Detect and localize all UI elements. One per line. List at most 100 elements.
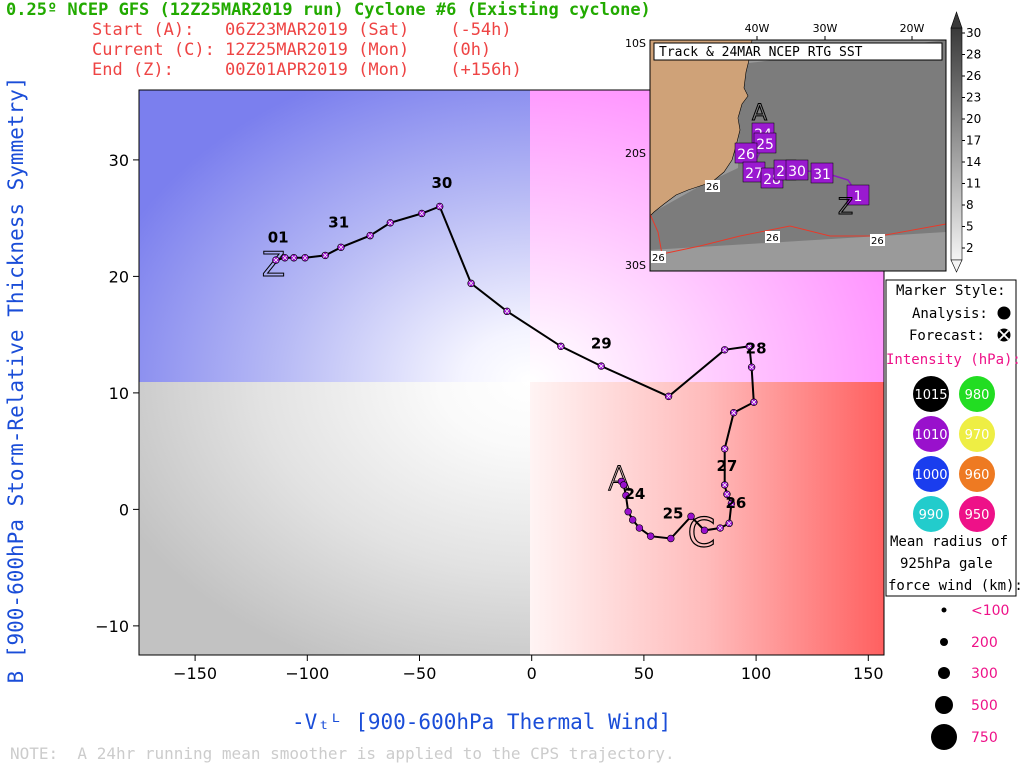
end-marker: Z [262,245,285,285]
inset-day-box: 26 [734,142,758,164]
inset-map: 24252627282930311 A Z Track & 24MAR NCEP… [625,11,981,273]
inset-day-box: 30 [785,159,809,181]
trajectory: AZC242526272829303101 [261,174,767,557]
forecast-cross [437,204,442,209]
inset-frame [649,39,947,272]
y-tick-label: 30 [109,151,129,170]
quadrant-sym-warm [530,382,884,655]
forecast-cross [291,255,297,261]
forecast-label: Forecast: [909,328,985,344]
forecast-cross [419,211,425,216]
inset-end-marker: Z [838,195,853,220]
y-tick-label: −10 [95,617,129,636]
intensity-swatch [959,416,995,452]
forecast-cross [322,253,328,258]
inset-sst-26-contour [649,213,947,255]
marker-style-title: Marker Style: [896,283,1006,299]
smoother-note: NOTE: A 24hr running mean smoother is ap… [10,744,675,763]
svg-text:26: 26 [766,233,779,244]
svg-text:31: 31 [813,167,831,183]
analysis-marker [997,306,1011,320]
colorbar-label: 20 [966,112,981,126]
forecast-cross [468,281,474,286]
x-tick-label: −150 [173,664,217,683]
inset-sst-label: 26 [651,251,666,264]
intensity-label: 950 [965,508,990,523]
svg-text:1: 1 [854,189,863,205]
forecast-cross [729,501,734,506]
colorbar-label: 11 [966,177,981,191]
forecast-cross [731,410,736,415]
day-label: 27 [716,457,737,475]
intensity-swatches: 1015 980 1010 970 1000 960 990 950 [913,376,995,532]
radius-title-3: force wind (km): [888,578,1023,594]
radius-label: 300 [971,666,998,682]
inset-track-markers: 24252627282930311 [734,122,870,206]
radius-marker [941,607,947,613]
current-time: Current (C): 12Z25MAR2019 (Mon) (0h) [92,40,492,60]
forecast-marker [997,328,1011,342]
y-tick-label: 0 [119,500,129,519]
quadrant-asym-cold [139,90,530,382]
intensity-label: 1015 [914,388,947,403]
day-label: 01 [268,229,289,247]
colorbar-label: 23 [966,91,981,105]
svg-text:26: 26 [706,182,719,193]
intensity-label: 970 [965,428,990,443]
y-tick-label: 20 [109,267,129,286]
intensity-swatch [913,456,949,492]
inset-start-marker: A [752,101,767,126]
radius-label: 200 [971,635,998,651]
x-tick-label: 50 [634,664,654,683]
inset-lat-label: 10S [625,37,646,50]
colorbar-bottom-arrow [950,259,963,273]
colorbar-labels: 30 28 26 23 20 17 14 11 8 5 2 [962,26,981,255]
analysis-label: Analysis: [912,306,988,322]
intensity-swatch [959,376,995,412]
intensity-title: Intensity (hPa): [886,352,1021,368]
inset-sst-label: 26 [705,180,720,193]
inset-sea-warm [650,40,946,250]
plot-frame [138,89,885,656]
svg-text:25: 25 [756,137,774,153]
colorbar-label: 30 [966,26,981,40]
forecast-cross [724,491,730,497]
analysis-point [700,526,709,535]
analysis-point [667,534,675,543]
forecast-cross [717,525,723,531]
radius-label: 500 [971,698,998,714]
colorbar-label: 14 [966,155,981,169]
forecast-cross [282,255,288,261]
analysis-point [624,508,632,516]
intensity-label: 960 [965,468,990,483]
forecast-cross [504,309,510,314]
forecast-cross [558,344,564,349]
intensity-label: 980 [965,388,990,403]
legend: Marker Style: Analysis: Forecast: Intens… [885,279,1023,750]
inset-lon-label: 30W [813,22,838,35]
forecast-cross [722,347,727,353]
intensity-swatch [959,456,995,492]
inset-day-box: 1 [846,184,870,206]
inset-day-box: 25 [753,132,777,154]
intensity-swatch [913,376,949,412]
day-label: 28 [746,339,767,357]
inset-title: Track & 24MAR NCEP RTG SST [659,45,863,60]
inset-lon-label: 20W [900,22,925,35]
analysis-point [628,516,637,524]
forecast-cross [726,521,732,526]
intensity-swatch [913,496,949,532]
intensity-label: 1010 [914,428,947,443]
chart-title: 0.25º NCEP GFS (12Z25MAR2019 run) Cyclon… [6,0,651,20]
day-label: 29 [591,335,612,353]
radius-legend: <100 200 300 500 750 [931,603,1009,750]
forecast-cross [367,233,373,238]
x-tick-label: 150 [853,664,884,683]
x-tick-label: 0 [527,664,537,683]
x-tick-label: −50 [403,664,437,683]
forecast-cross [302,255,308,261]
radius-marker [938,667,950,679]
radius-title-2: 925hPa gale [900,556,993,572]
inset-sst-labels: 26 26 26 26 [651,180,885,264]
